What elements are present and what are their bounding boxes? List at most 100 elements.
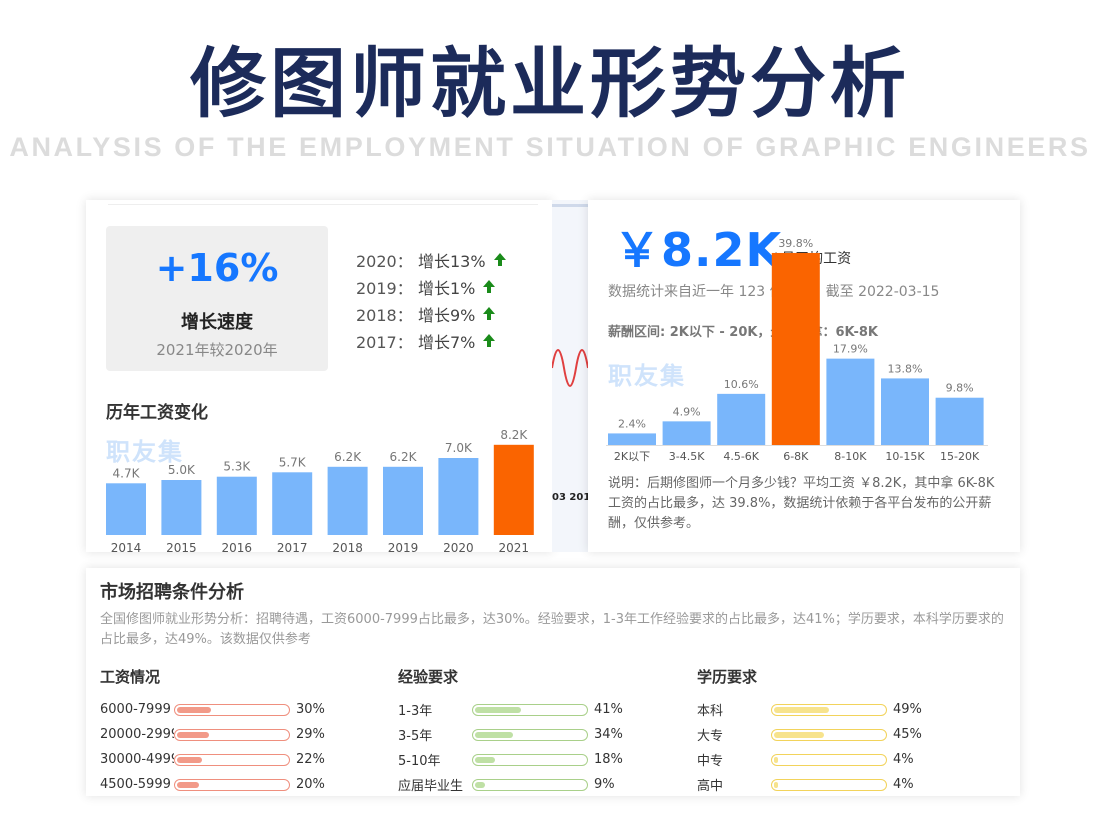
condition-progress-fill	[177, 706, 211, 713]
growth-history-year: 2018：	[356, 305, 413, 325]
condition-percent: 20%	[296, 777, 325, 792]
condition-percent: 41%	[594, 702, 623, 717]
condition-progress-track	[174, 703, 290, 716]
condition-label: 3-5年	[398, 729, 433, 744]
condition-progress-fill	[774, 756, 779, 763]
x-tick-label: 3-4.5K	[669, 450, 705, 463]
bar-value-label: 9.8%	[946, 382, 974, 395]
condition-row: 应届毕业生 9%	[398, 772, 623, 797]
page-subtitle: ANALYSIS OF THE EMPLOYMENT SITUATION OF …	[9, 132, 1091, 162]
bar-3-4.5K	[662, 421, 711, 445]
bar-2020	[438, 458, 479, 535]
bar-value-label: 5.3K	[223, 460, 251, 474]
condition-percent: 34%	[594, 727, 623, 742]
average-salary-value: ￥8.2K	[614, 223, 783, 277]
bar-2019	[383, 466, 423, 535]
x-tick-label: 2019	[388, 541, 419, 552]
salary-distribution-card: ￥8.2K / 月平均工资 数据统计来自近一年 123 份样本，截至 2022-…	[588, 200, 1020, 552]
condition-percent: 29%	[296, 727, 325, 742]
condition-progress-track	[174, 778, 290, 791]
bar-value-label: 13.8%	[888, 362, 923, 375]
conditions-column: 经验要求 1-3年 41% 3-5年 34% 5-10年 18% 应届毕业生 9%	[398, 666, 623, 797]
bar-value-label: 2.4%	[618, 417, 646, 430]
growth-history-text: 增长1%	[418, 278, 476, 298]
condition-label: 20000-29999	[100, 727, 174, 742]
growth-rate-box: +16% 增长速度 2021年较2020年	[106, 226, 328, 371]
arrow-up-icon	[483, 280, 496, 293]
condition-row: 中专 4%	[697, 747, 922, 772]
growth-rate-value: +16%	[155, 246, 279, 290]
bar-2015	[161, 480, 202, 535]
x-tick-label: 2014	[111, 541, 142, 552]
condition-percent: 45%	[893, 727, 922, 742]
x-tick-label: 2018	[332, 541, 363, 552]
condition-progress-fill	[475, 781, 486, 788]
x-tick-label: 6-8K	[783, 450, 809, 463]
growth-history-text: 增长13%	[418, 251, 486, 271]
strip-axis-text: 03 201	[552, 492, 588, 503]
bar-2021	[493, 444, 534, 535]
condition-progress-track	[472, 728, 588, 741]
condition-label: 30000-49999	[100, 752, 174, 767]
condition-progress-track	[174, 753, 290, 766]
growth-history-item: 2017： 增长7%	[356, 327, 506, 354]
bar-2K以下	[608, 433, 656, 445]
bar-6-8K	[771, 252, 820, 445]
growth-history-year: 2019：	[356, 278, 413, 298]
x-tick-label: 2017	[277, 541, 308, 552]
condition-progress-track	[771, 728, 887, 741]
condition-percent: 4%	[893, 777, 914, 792]
bar-value-label: 39.8%	[778, 237, 813, 250]
watermark-logo: 职友集	[106, 438, 184, 466]
conditions-description: 全国修图师就业形势分析：招聘待遇，工资6000-7999占比最多，达30%。经验…	[100, 612, 1004, 647]
condition-progress-fill	[475, 706, 521, 713]
condition-progress-fill	[177, 781, 200, 788]
x-tick-label: 8-10K	[834, 450, 867, 463]
bar-value-label: 4.7K	[113, 466, 141, 480]
condition-progress-track	[472, 778, 588, 791]
conditions-column: 学历要求 本科 49% 大专 45% 中专 4% 高中 4%	[697, 666, 922, 797]
bar-8-10K	[826, 358, 875, 445]
condition-progress-track	[472, 703, 588, 716]
growth-history-year: 2017：	[356, 332, 413, 352]
wave-decoration	[552, 349, 588, 387]
arrow-up-icon	[493, 253, 506, 266]
bar-4.5-6K	[717, 393, 766, 445]
condition-label: 大专	[697, 729, 724, 744]
condition-percent: 49%	[893, 702, 922, 717]
arrow-up-icon	[483, 334, 496, 347]
yearly-salary-chart: 4.7K 2014 5.0K 2015 5.3K 2016 5.7K 2017 6.2K 2018…	[106, 428, 534, 552]
x-tick-label: 2020	[443, 541, 474, 552]
condition-progress-fill	[177, 756, 202, 763]
condition-progress-fill	[177, 731, 210, 738]
watermark-logo: 职友集	[608, 362, 686, 390]
growth-history-item: 2020： 增长13%	[356, 246, 506, 273]
conditions-column: 工资情况 6000-7999 30% 20000-29999 29% 30000-4999…	[100, 666, 325, 797]
growth-history-year: 2020：	[356, 251, 413, 271]
x-tick-label: 2K以下	[614, 450, 650, 463]
condition-row: 3-5年 34%	[398, 722, 623, 747]
condition-row: 大专 45%	[697, 722, 922, 747]
page-title: 修图师就业形势分析	[190, 39, 910, 128]
x-tick-label: 2016	[222, 541, 253, 552]
strip-rule	[552, 204, 588, 207]
arrow-up-icon	[483, 307, 496, 320]
conditions-column-title: 工资情况	[100, 668, 161, 686]
bar-2016	[216, 476, 257, 535]
condition-percent: 22%	[296, 752, 325, 767]
condition-percent: 30%	[296, 702, 325, 717]
condition-progress-track	[771, 778, 887, 791]
condition-row: 5-10年 18%	[398, 747, 623, 772]
bar-value-label: 6.2K	[390, 450, 418, 464]
condition-row: 20000-29999 29%	[100, 722, 325, 747]
growth-rate-note: 2021年较2020年	[156, 341, 278, 359]
condition-label: 中专	[697, 754, 724, 769]
condition-progress-fill	[774, 731, 825, 738]
condition-progress-track	[472, 753, 588, 766]
bar-value-label: 4.9%	[673, 405, 701, 418]
bar-value-label: 5.0K	[168, 463, 196, 477]
condition-row: 4500-5999 20%	[100, 772, 325, 797]
conditions-column-title: 经验要求	[398, 668, 459, 686]
growth-history-item: 2018： 增长9%	[356, 300, 506, 327]
growth-history-list: 2020： 增长13% 2019： 增长1% 2018： 增长9% 2017： …	[356, 246, 506, 354]
